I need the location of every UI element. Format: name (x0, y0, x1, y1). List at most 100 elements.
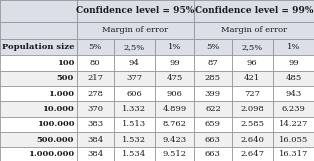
Bar (232, 101, 273, 117)
Bar (77, 86, 114, 101)
Text: 943: 943 (285, 90, 301, 98)
Text: 5%: 5% (206, 43, 219, 51)
Bar (114, 147, 155, 161)
Text: 399: 399 (205, 90, 221, 98)
Bar (0, 56, 77, 71)
Bar (155, 56, 194, 71)
Bar (77, 71, 114, 86)
Text: 906: 906 (167, 90, 183, 98)
Text: 99: 99 (288, 59, 299, 67)
Text: 2,5%: 2,5% (241, 43, 263, 51)
Text: 87: 87 (208, 59, 218, 67)
Bar (114, 86, 155, 101)
Bar (194, 86, 232, 101)
Bar (273, 86, 314, 101)
Text: 1.534: 1.534 (122, 150, 147, 158)
Bar (77, 22, 194, 39)
Text: 100: 100 (57, 59, 74, 67)
Bar (232, 132, 273, 147)
Text: 727: 727 (244, 90, 260, 98)
Bar (194, 56, 232, 71)
Bar (155, 71, 194, 86)
Bar (273, 101, 314, 117)
Text: 9.423: 9.423 (163, 136, 187, 143)
Bar (77, 132, 114, 147)
Bar (232, 117, 273, 132)
Bar (77, 101, 114, 117)
Bar (273, 147, 314, 161)
Text: 2.585: 2.585 (240, 120, 264, 128)
Bar (194, 101, 232, 117)
Text: 1.000.000: 1.000.000 (28, 150, 74, 158)
Text: 485: 485 (285, 74, 301, 82)
Text: 2.640: 2.640 (240, 136, 264, 143)
Bar (155, 117, 194, 132)
Text: 384: 384 (87, 150, 103, 158)
Text: 663: 663 (205, 150, 221, 158)
Text: 9.512: 9.512 (163, 150, 187, 158)
Bar (114, 132, 155, 147)
Text: Margin of error: Margin of error (102, 26, 169, 34)
Bar (155, 86, 194, 101)
Text: 663: 663 (205, 136, 221, 143)
Bar (0, 147, 77, 161)
Bar (155, 147, 194, 161)
Bar (155, 39, 194, 56)
Bar (232, 86, 273, 101)
Bar (155, 132, 194, 147)
Bar (232, 71, 273, 86)
Bar (273, 71, 314, 86)
Text: Confidence level = 95%: Confidence level = 95% (76, 6, 195, 15)
Text: 285: 285 (205, 74, 221, 82)
Bar (114, 56, 155, 71)
Text: 500.000: 500.000 (37, 136, 74, 143)
Text: 2.647: 2.647 (240, 150, 264, 158)
Bar (273, 56, 314, 71)
Bar (194, 0, 314, 22)
Bar (194, 147, 232, 161)
Bar (273, 132, 314, 147)
Bar (273, 39, 314, 56)
Text: Confidence level = 99%: Confidence level = 99% (195, 6, 313, 15)
Bar (0, 132, 77, 147)
Text: 377: 377 (126, 74, 143, 82)
Text: 383: 383 (87, 120, 103, 128)
Text: 384: 384 (87, 136, 103, 143)
Text: 16.055: 16.055 (279, 136, 308, 143)
Text: 10.000: 10.000 (42, 105, 74, 113)
Text: 500: 500 (57, 74, 74, 82)
Text: 94: 94 (129, 59, 140, 67)
Bar (0, 0, 77, 22)
Bar (0, 86, 77, 101)
Text: 278: 278 (87, 90, 103, 98)
Text: 4.899: 4.899 (163, 105, 187, 113)
Bar (0, 39, 77, 56)
Bar (232, 56, 273, 71)
Bar (77, 56, 114, 71)
Text: 100.000: 100.000 (36, 120, 74, 128)
Text: 622: 622 (205, 105, 221, 113)
Text: 96: 96 (247, 59, 257, 67)
Bar (114, 71, 155, 86)
Bar (0, 71, 77, 86)
Text: Margin of error: Margin of error (221, 26, 287, 34)
Bar (194, 132, 232, 147)
Text: 5%: 5% (89, 43, 102, 51)
Text: 80: 80 (90, 59, 100, 67)
Text: Population size: Population size (2, 43, 74, 51)
Text: 2,5%: 2,5% (124, 43, 145, 51)
Text: 2.098: 2.098 (240, 105, 264, 113)
Bar (273, 117, 314, 132)
Bar (114, 101, 155, 117)
Bar (194, 22, 314, 39)
Text: 1%: 1% (287, 43, 300, 51)
Bar (114, 117, 155, 132)
Text: 8.762: 8.762 (163, 120, 187, 128)
Text: 370: 370 (87, 105, 103, 113)
Text: 659: 659 (205, 120, 221, 128)
Text: 1.513: 1.513 (122, 120, 147, 128)
Text: 1.000: 1.000 (48, 90, 74, 98)
Text: 217: 217 (87, 74, 103, 82)
Bar (0, 101, 77, 117)
Bar (114, 39, 155, 56)
